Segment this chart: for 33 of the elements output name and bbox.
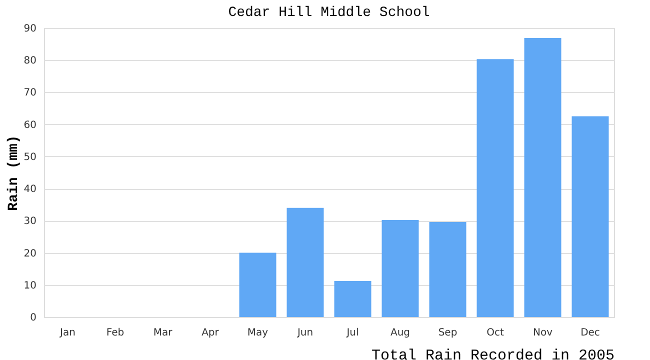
bar (286, 208, 324, 317)
x-tick-label: Aug (390, 328, 410, 338)
x-tick-label: Feb (106, 328, 124, 338)
bar (334, 281, 372, 317)
bar (429, 222, 466, 317)
y-tick-label: 10 (24, 280, 36, 292)
y-tick-label: 0 (30, 312, 36, 324)
x-tick-label: Mar (153, 328, 174, 338)
bar (382, 220, 419, 317)
x-tick-label: Jul (346, 328, 359, 338)
x-tick-label: Nov (532, 328, 553, 338)
y-tick-label: 70 (24, 88, 36, 99)
x-tick-label: May (247, 328, 268, 338)
bar (572, 116, 609, 317)
x-tick-label: Jun (296, 328, 314, 338)
bar (476, 59, 514, 317)
x-tick-label: Apr (202, 328, 220, 338)
y-tick-label: 60 (24, 120, 36, 131)
x-tick-label: Dec (580, 328, 600, 338)
x-tick-label: Oct (486, 328, 504, 338)
y-tick-label: 30 (24, 216, 36, 228)
y-tick-label: 40 (24, 184, 36, 196)
x-axis-title: Total Rain Recorded in 2005 (371, 348, 614, 360)
y-axis-title: Rain (mm) (6, 135, 22, 211)
bar (524, 38, 562, 317)
chart-title: Cedar Hill Middle School (228, 5, 430, 21)
x-tick-label: Sep (438, 328, 458, 338)
x-tick-label: Jan (59, 328, 76, 338)
y-tick-label: 20 (24, 248, 36, 260)
bar (239, 252, 276, 317)
y-tick-label: 80 (24, 56, 36, 67)
y-tick-label: 50 (24, 152, 36, 163)
y-tick-label: 90 (24, 24, 36, 34)
